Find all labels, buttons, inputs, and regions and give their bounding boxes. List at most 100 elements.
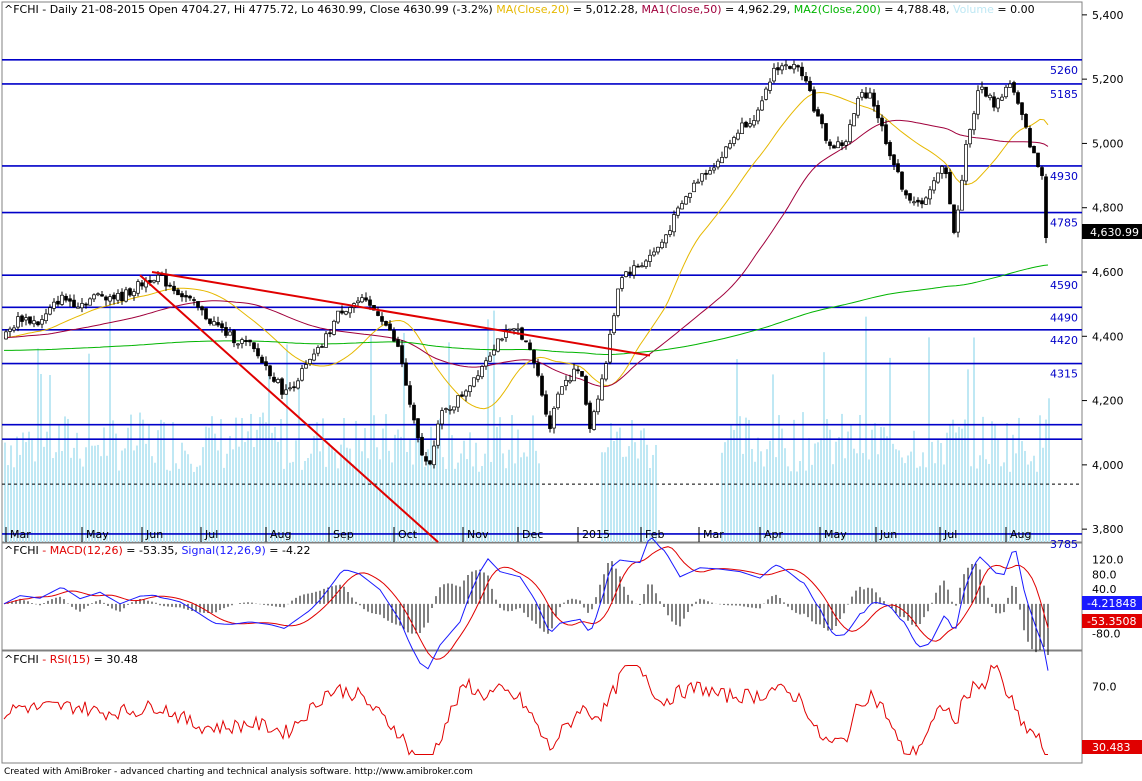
volume-bar (172, 422, 174, 542)
volume-bar (76, 432, 78, 542)
candle-body (552, 407, 556, 429)
candle-body (72, 299, 76, 308)
volume-bar (517, 429, 519, 542)
volume-bar (919, 466, 921, 542)
volume-bar (124, 448, 126, 542)
volume-bar (751, 448, 753, 542)
volume-bar (829, 429, 831, 542)
volume-bar (838, 437, 840, 542)
candle-body (44, 313, 48, 322)
volume-bar (844, 458, 846, 542)
volume-bar (52, 458, 54, 542)
header-ma2-label: MA2(Close,200) (794, 3, 881, 16)
volume-bar (892, 443, 894, 542)
volume-bar (601, 452, 603, 542)
volume-bar (244, 442, 246, 542)
candle-body (908, 193, 912, 201)
level-label: 4930 (1050, 170, 1078, 183)
candle-body (116, 293, 120, 301)
candle-body (992, 96, 996, 108)
level-label: 3785 (1050, 538, 1078, 551)
volume-bar (181, 442, 183, 542)
volume-bar (457, 462, 459, 542)
volume-bar (355, 420, 357, 542)
candle-body (560, 386, 564, 395)
volume-bar (94, 445, 96, 542)
candle-body (1012, 82, 1016, 93)
month-label: Dec (522, 528, 543, 541)
volume-bar (766, 449, 768, 542)
volume-bar (313, 436, 315, 542)
macd-header-symbol: ^FCHI (4, 544, 39, 557)
volume-bar (622, 456, 624, 542)
candle-body (232, 330, 236, 344)
volume-bar (346, 447, 348, 542)
volume-bar (1030, 461, 1032, 542)
volume-bar (166, 469, 168, 542)
candle-body (848, 124, 852, 143)
volume-bar (4, 442, 6, 542)
volume-bar (604, 452, 606, 542)
candle-body (28, 316, 32, 324)
candle-body (92, 294, 96, 300)
candle-body (1040, 167, 1044, 176)
volume-bar (151, 456, 153, 542)
volume-bar (481, 466, 483, 542)
volume-bar (292, 461, 294, 542)
rsi-header-value: = 30.48 (90, 653, 138, 666)
candle-body (688, 192, 692, 198)
candle-body (956, 209, 960, 233)
volume-bar (499, 417, 501, 542)
volume-bar (841, 413, 843, 542)
volume-bar (40, 373, 42, 542)
volume-bar (643, 428, 645, 542)
volume-bar (1039, 415, 1041, 542)
candle-body (456, 395, 460, 408)
volume-bar (529, 440, 531, 542)
volume-bar (979, 455, 981, 542)
candle-body (416, 418, 420, 439)
candle-body (336, 310, 340, 323)
candle-body (636, 265, 640, 268)
candle-body (132, 291, 136, 297)
y-tick-label: 4,600 (1092, 266, 1124, 279)
candle-body (104, 296, 108, 301)
volume-bar (13, 467, 15, 542)
candle-body (356, 300, 360, 304)
rsi-line (3, 664, 1048, 756)
candle-body (220, 323, 224, 329)
volume-bar (277, 441, 279, 542)
volume-bar (637, 458, 639, 542)
signal-header-label: Signal(12,26,9) (181, 544, 265, 557)
candle-body (916, 199, 920, 203)
volume-bar (211, 416, 213, 542)
candle-body (592, 411, 596, 430)
header-ma1-value: = 4,962.29, (722, 3, 794, 16)
candle-body (620, 277, 624, 289)
candle-body (192, 299, 196, 301)
candle-body (796, 65, 800, 68)
volume-bar (946, 432, 948, 542)
volume-bar (163, 422, 165, 542)
candle-body (408, 385, 412, 405)
candle-body (896, 163, 900, 173)
candle-body (824, 123, 828, 141)
candle-body (808, 80, 812, 91)
volume-bar (169, 470, 171, 542)
volume-bar (298, 379, 300, 542)
candle-body (856, 98, 860, 116)
candle-body (920, 200, 924, 205)
candle-body (436, 423, 440, 446)
volume-bar (727, 439, 729, 542)
volume-bar (85, 447, 87, 542)
header-ma2-value: = 4,788.48, (881, 3, 953, 16)
signal-header-value: = -4.22 (266, 544, 311, 557)
candle-body (640, 265, 644, 268)
volume-bar (271, 432, 273, 542)
candle-body (904, 190, 908, 196)
candle-body (396, 339, 400, 347)
candle-body (24, 317, 28, 321)
volume-bar (391, 462, 393, 542)
volume-bar (937, 440, 939, 542)
candle-body (668, 230, 672, 235)
